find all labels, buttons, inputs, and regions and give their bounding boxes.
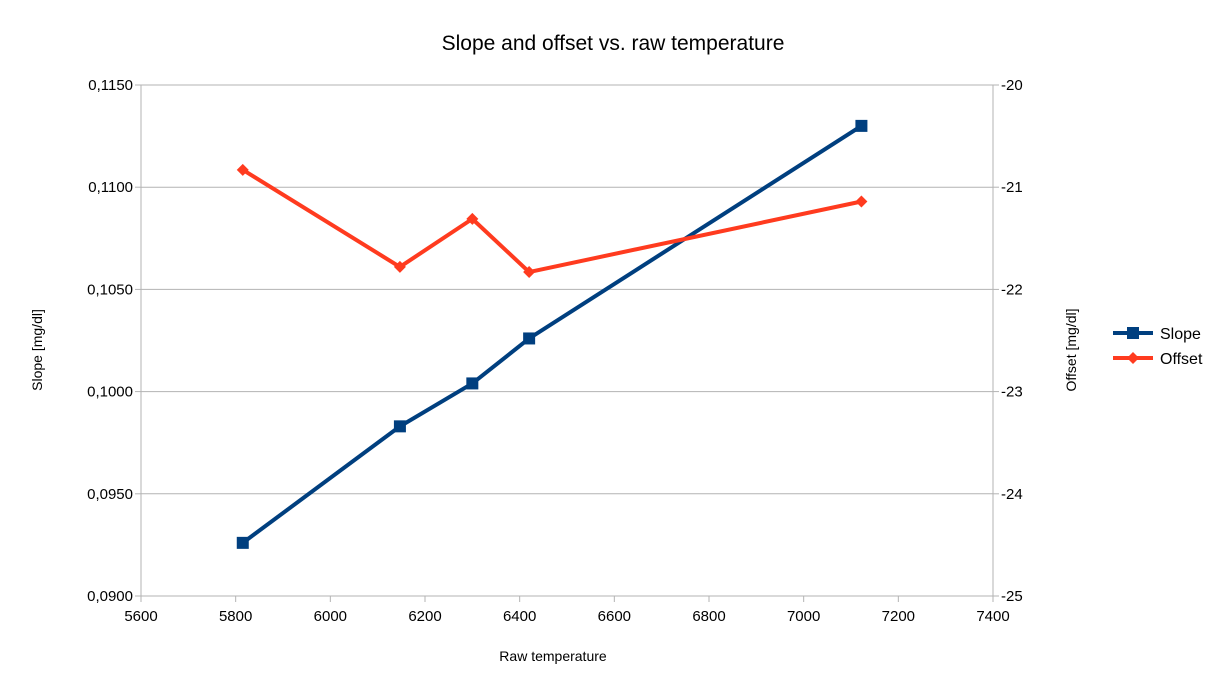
y2-tick-labels: -25 -24 -23 -22 -21 -20 (1001, 77, 1023, 605)
x-tick-label: 7200 (882, 608, 915, 625)
y2-tick-label: -21 (1001, 179, 1023, 196)
y-tick-label: 0,1100 (88, 179, 133, 196)
x-tick-label: 6800 (692, 608, 725, 625)
y2-tick-label: -24 (1001, 486, 1023, 503)
y-tick-label: 0,1000 (87, 384, 133, 401)
x-tick-label: 6600 (598, 608, 631, 625)
y2-tick-label: -20 (1001, 77, 1023, 94)
axes (135, 84, 999, 602)
legend: Slope Offset (1113, 326, 1203, 368)
legend-label-offset: Offset (1160, 351, 1203, 368)
y-tick-labels: 0,0900 0,0950 0,1000 0,1050 0,1100 0,1150 (87, 77, 133, 605)
x-tick-label: 7400 (976, 608, 1009, 625)
slope-point (236, 536, 249, 549)
offset-point (523, 266, 536, 279)
y-tick-label: 0,1150 (88, 77, 133, 94)
y-tick-label: 0,0950 (87, 486, 133, 503)
y2-tick-label: -25 (1001, 588, 1023, 605)
x-tick-label: 6000 (314, 608, 347, 625)
y2-tick-label: -22 (1001, 281, 1023, 298)
x-tick-label: 6400 (503, 608, 536, 625)
legend-label-slope: Slope (1160, 326, 1201, 343)
x-tick-labels: 5600 5800 6000 6200 6400 6600 6800 7000 7200 7400 (124, 608, 1009, 625)
y-tick-label: 0,1050 (87, 281, 133, 298)
slope-point (523, 332, 536, 345)
x-tick-label: 7000 (787, 608, 820, 625)
chart-title: Slope and offset vs. raw temperature (442, 32, 785, 55)
slope-point (466, 377, 479, 390)
offset-point (466, 212, 479, 225)
slope-point (393, 420, 406, 433)
offset-point (855, 195, 868, 208)
y2-axis-title: Offset [mg/dl] (1063, 309, 1079, 392)
x-tick-label: 5800 (219, 608, 252, 625)
slope-point (855, 119, 868, 132)
gridlines (141, 84, 993, 597)
slope-series-line (241, 124, 863, 545)
series-layer (236, 119, 868, 549)
x-tick-label: 6200 (408, 608, 441, 625)
y2-tick-label: -23 (1001, 384, 1023, 401)
offset-point (393, 260, 406, 273)
y-tick-label: 0,0900 (87, 588, 133, 605)
slope-legend-marker (1127, 327, 1139, 339)
offset-point (236, 163, 249, 176)
x-tick-label: 5600 (124, 608, 157, 625)
x-axis-title: Raw temperature (499, 648, 607, 664)
offset-legend-marker (1127, 352, 1139, 364)
y-axis-title: Slope [mg/dl] (29, 309, 45, 391)
